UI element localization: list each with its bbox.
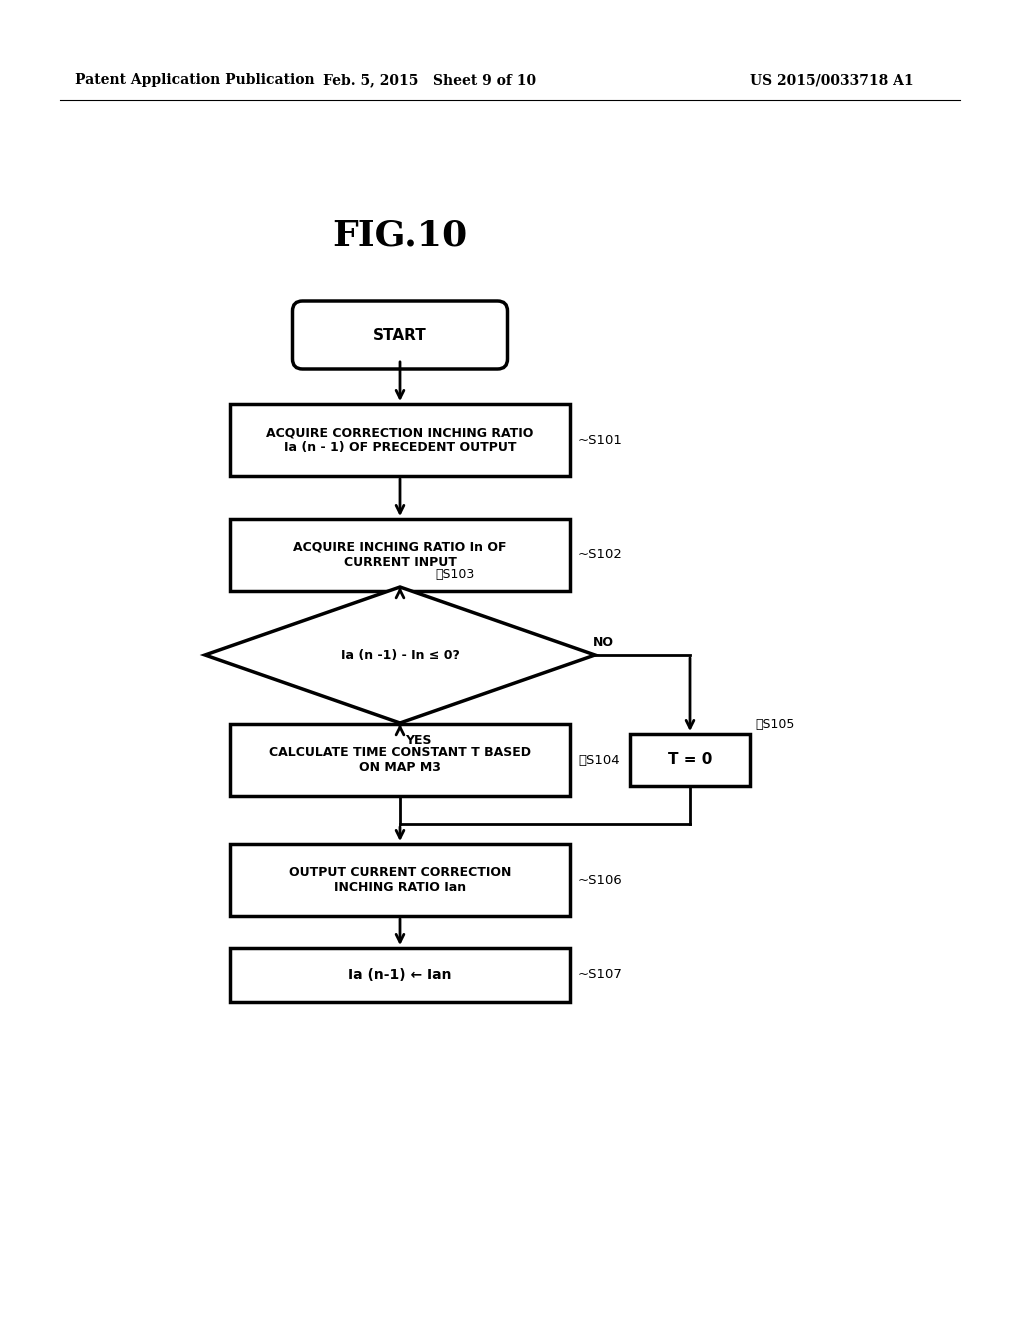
Text: US 2015/0033718 A1: US 2015/0033718 A1 — [750, 73, 913, 87]
FancyBboxPatch shape — [230, 404, 570, 477]
Text: ~S107: ~S107 — [578, 969, 623, 982]
Text: ~S102: ~S102 — [578, 549, 623, 561]
Text: ACQUIRE INCHING RATIO In OF
CURRENT INPUT: ACQUIRE INCHING RATIO In OF CURRENT INPU… — [293, 541, 507, 569]
FancyBboxPatch shape — [293, 301, 508, 370]
Text: Patent Application Publication: Patent Application Publication — [75, 73, 314, 87]
Text: Ia (n -1) - In ≤ 0?: Ia (n -1) - In ≤ 0? — [341, 648, 460, 661]
Text: ⤴S105: ⤴S105 — [755, 718, 795, 730]
Text: OUTPUT CURRENT CORRECTION
INCHING RATIO Ian: OUTPUT CURRENT CORRECTION INCHING RATIO … — [289, 866, 511, 894]
Text: CALCULATE TIME CONSTANT T BASED
ON MAP M3: CALCULATE TIME CONSTANT T BASED ON MAP M… — [269, 746, 531, 774]
Text: START: START — [373, 327, 427, 342]
Text: NO: NO — [593, 636, 613, 649]
Text: ACQUIRE CORRECTION INCHING RATIO
Ia (n - 1) OF PRECEDENT OUTPUT: ACQUIRE CORRECTION INCHING RATIO Ia (n -… — [266, 426, 534, 454]
FancyBboxPatch shape — [230, 843, 570, 916]
Text: ~S106: ~S106 — [578, 874, 623, 887]
FancyBboxPatch shape — [230, 948, 570, 1002]
FancyBboxPatch shape — [630, 734, 750, 785]
Text: T = 0: T = 0 — [668, 752, 712, 767]
Text: Feb. 5, 2015   Sheet 9 of 10: Feb. 5, 2015 Sheet 9 of 10 — [324, 73, 537, 87]
Text: Ia (n-1) ← Ian: Ia (n-1) ← Ian — [348, 968, 452, 982]
FancyBboxPatch shape — [230, 723, 570, 796]
Polygon shape — [205, 587, 595, 723]
FancyBboxPatch shape — [230, 519, 570, 591]
Text: ⤴S104: ⤴S104 — [578, 754, 620, 767]
Text: ~S101: ~S101 — [578, 433, 623, 446]
Text: YES: YES — [404, 734, 431, 747]
Text: ⤴S103: ⤴S103 — [435, 569, 474, 582]
Text: FIG.10: FIG.10 — [333, 218, 468, 252]
